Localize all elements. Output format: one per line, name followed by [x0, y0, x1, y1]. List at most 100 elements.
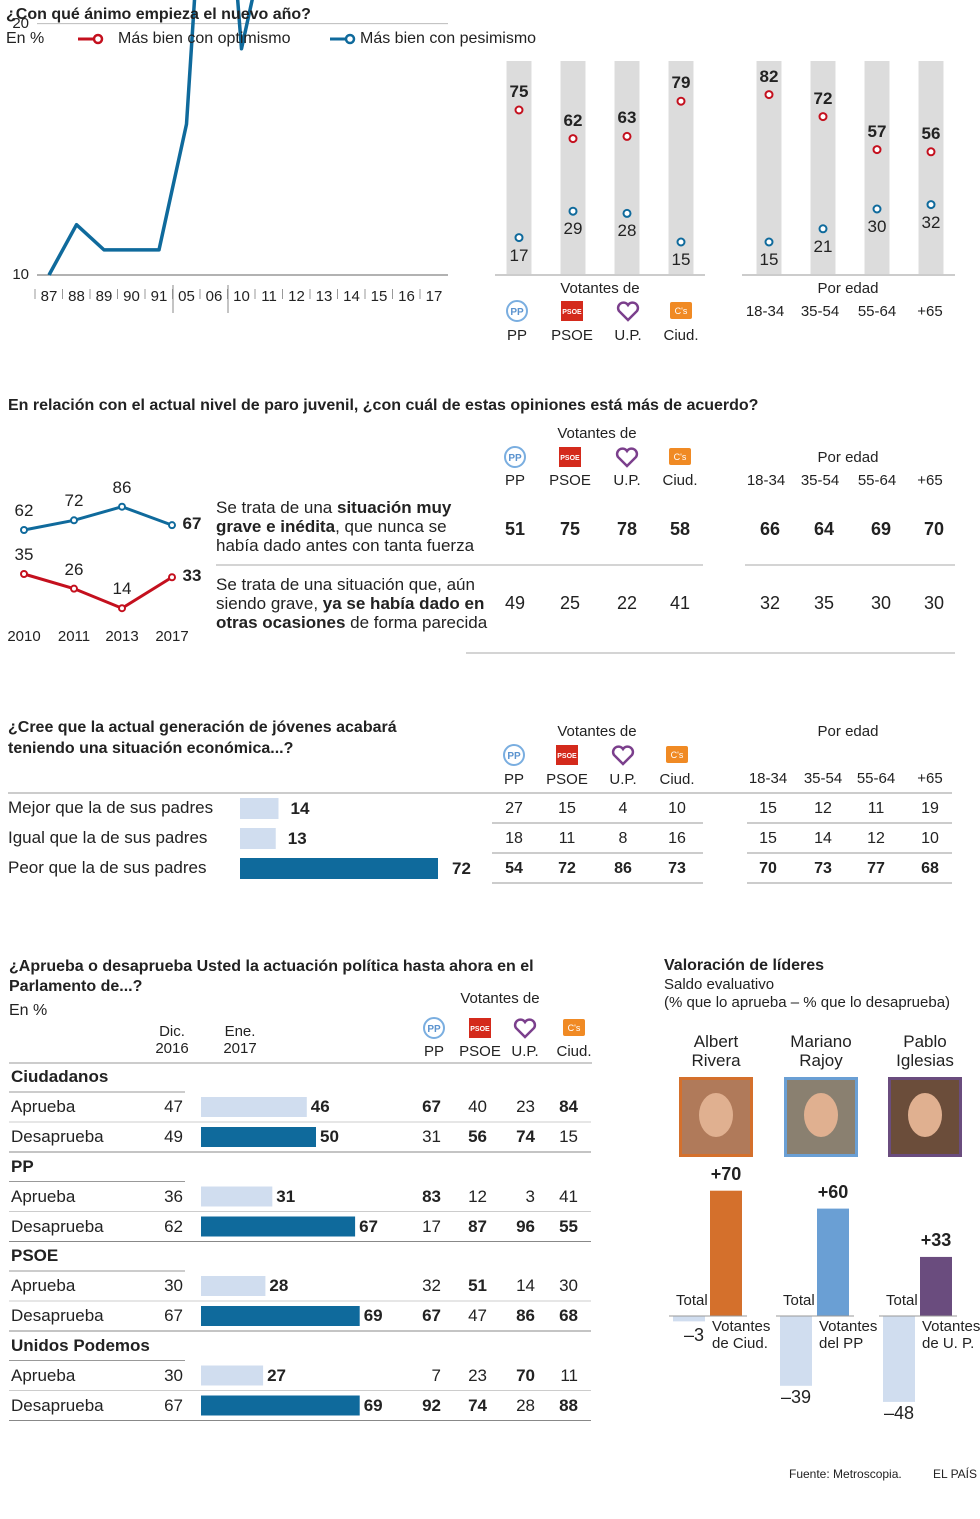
- age-value: 12: [867, 830, 885, 847]
- voters-value: +60: [817, 1181, 849, 1202]
- pp-logo-text: PP: [508, 453, 522, 464]
- year-label: 2010: [7, 628, 41, 645]
- cs-logo-box: [669, 448, 691, 465]
- opinion-text: Se trata de una situación muy grave e in…: [216, 498, 474, 555]
- up-heart-logo-icon: [513, 1018, 537, 1039]
- cs-logo-text: C's: [675, 306, 688, 316]
- party-label: PSOE: [549, 472, 591, 489]
- approval-bar: [201, 1276, 266, 1296]
- answer-total: 14: [290, 799, 310, 818]
- leader-face: [699, 1093, 733, 1137]
- ene-value: 50: [320, 1127, 339, 1146]
- up-heart-shape: [615, 447, 639, 468]
- party-value: 54: [505, 860, 523, 877]
- ene-value: 31: [276, 1186, 296, 1206]
- age-label: +65: [917, 770, 943, 787]
- mini-line-1: [23, 572, 173, 610]
- mini-value-label: 14: [112, 579, 132, 599]
- row-label: Aprueba: [11, 1097, 76, 1116]
- party-label: Ciud.: [556, 1043, 592, 1060]
- ene-value: 27: [267, 1365, 287, 1385]
- pp-logo-circle: [506, 300, 528, 322]
- pessimism-value: 21: [813, 236, 833, 256]
- pp-logo-circle: [504, 446, 526, 468]
- pp-logo-circle: [503, 744, 525, 766]
- leaders-note: (% que lo aprueba – % que lo desaprueba): [664, 994, 951, 1011]
- age-label: 18-34: [746, 472, 786, 489]
- dic-value: 36: [164, 1186, 183, 1206]
- cs-logo-text: C's: [671, 750, 684, 760]
- dic-value: 47: [164, 1097, 183, 1116]
- age-value: 32: [759, 593, 781, 613]
- optimism-value: 82: [759, 66, 779, 86]
- psoe-logo-text: PSOE: [562, 309, 582, 316]
- age-label: +65: [917, 303, 943, 320]
- party-value: 55: [559, 1216, 578, 1236]
- pessimism-value: 30: [867, 217, 887, 236]
- total-value: –39: [780, 1386, 812, 1407]
- dic-value: 62: [164, 1216, 183, 1236]
- x-tick-label: 89: [95, 288, 113, 305]
- opinion-text-segment: , que nunca se había dado antes con tant…: [216, 517, 475, 555]
- answer-label: Mejor que la de sus padres: [8, 798, 214, 817]
- party-label: U.P.: [511, 1043, 539, 1060]
- dic-value: 67: [164, 1306, 183, 1325]
- approval-bar: [201, 1097, 307, 1117]
- mini-value-label: 33: [182, 566, 202, 586]
- party-label: U.P.: [614, 327, 642, 344]
- year-label: 2017: [155, 628, 189, 645]
- party-label: U.P.: [613, 472, 641, 489]
- col-ene-2017: Ene. 2017: [223, 1023, 257, 1057]
- row-label: Aprueba: [11, 1276, 76, 1295]
- party-value: 68: [559, 1306, 578, 1325]
- voters-name: Votantes del PP: [819, 1318, 878, 1352]
- votantes-de-label: Votantes de: [557, 425, 637, 442]
- party-value: 15: [559, 1127, 578, 1146]
- x-tick-label: 17: [425, 288, 443, 305]
- party-value: 56: [468, 1127, 487, 1146]
- legend-item: Más bien con pesimismo: [360, 30, 537, 47]
- mini-point: [118, 604, 126, 613]
- x-tick-label: 06: [205, 288, 223, 305]
- party-value: 23: [468, 1365, 487, 1385]
- x-tick-label: 11: [261, 288, 277, 305]
- column-bar: [560, 61, 586, 274]
- party-value: 51: [468, 1276, 487, 1295]
- row-label: Desaprueba: [11, 1216, 104, 1236]
- opinion-text: Se trata de una situación que, aún siend…: [216, 575, 487, 632]
- party-value: 47: [468, 1306, 487, 1325]
- cs-logo-icon: C's: [563, 1019, 585, 1036]
- party-value: 73: [668, 860, 686, 877]
- age-value: 12: [814, 800, 832, 817]
- party-value: 51: [504, 519, 526, 539]
- party-value: 11: [560, 1365, 578, 1385]
- age-value: 70: [759, 860, 777, 877]
- party-value: 86: [614, 860, 632, 877]
- opinion-text-segment: Se trata de una situación que, aún siend…: [216, 575, 475, 613]
- party-value: 75: [559, 519, 581, 539]
- legend-item: Más bien con optimismo: [118, 30, 291, 47]
- total-bar: [780, 1316, 812, 1386]
- y-tick-label: 20: [12, 14, 29, 32]
- cs-logo-box: [666, 746, 688, 763]
- x-tick-label: 10: [233, 288, 250, 305]
- optimism-point: [818, 112, 828, 122]
- party-value: 49: [504, 593, 526, 613]
- leaders-title: Valoración de líderes: [664, 957, 825, 974]
- age-label: 35-54: [800, 303, 840, 320]
- section4-title: ¿Aprueba o desaprueba Usted la actuación…: [9, 958, 534, 995]
- voters-value: +70: [710, 1163, 742, 1184]
- leader-name: Pablo Iglesias: [896, 1032, 954, 1070]
- x-tick-label: 05: [178, 288, 195, 305]
- party-value: 28: [516, 1395, 535, 1415]
- optimism-point: [622, 131, 632, 141]
- optimism-value: 79: [671, 73, 691, 93]
- age-value: 15: [759, 830, 777, 847]
- approval-bar: [201, 1186, 273, 1207]
- mini-line-0: [23, 505, 173, 532]
- psoe-logo-icon: PSOE: [559, 447, 581, 467]
- party-label: Ciud.: [663, 327, 699, 344]
- psoe-logo-box: [469, 1018, 491, 1038]
- pp-logo-icon: PP: [504, 446, 526, 468]
- voters-bar: [920, 1256, 952, 1316]
